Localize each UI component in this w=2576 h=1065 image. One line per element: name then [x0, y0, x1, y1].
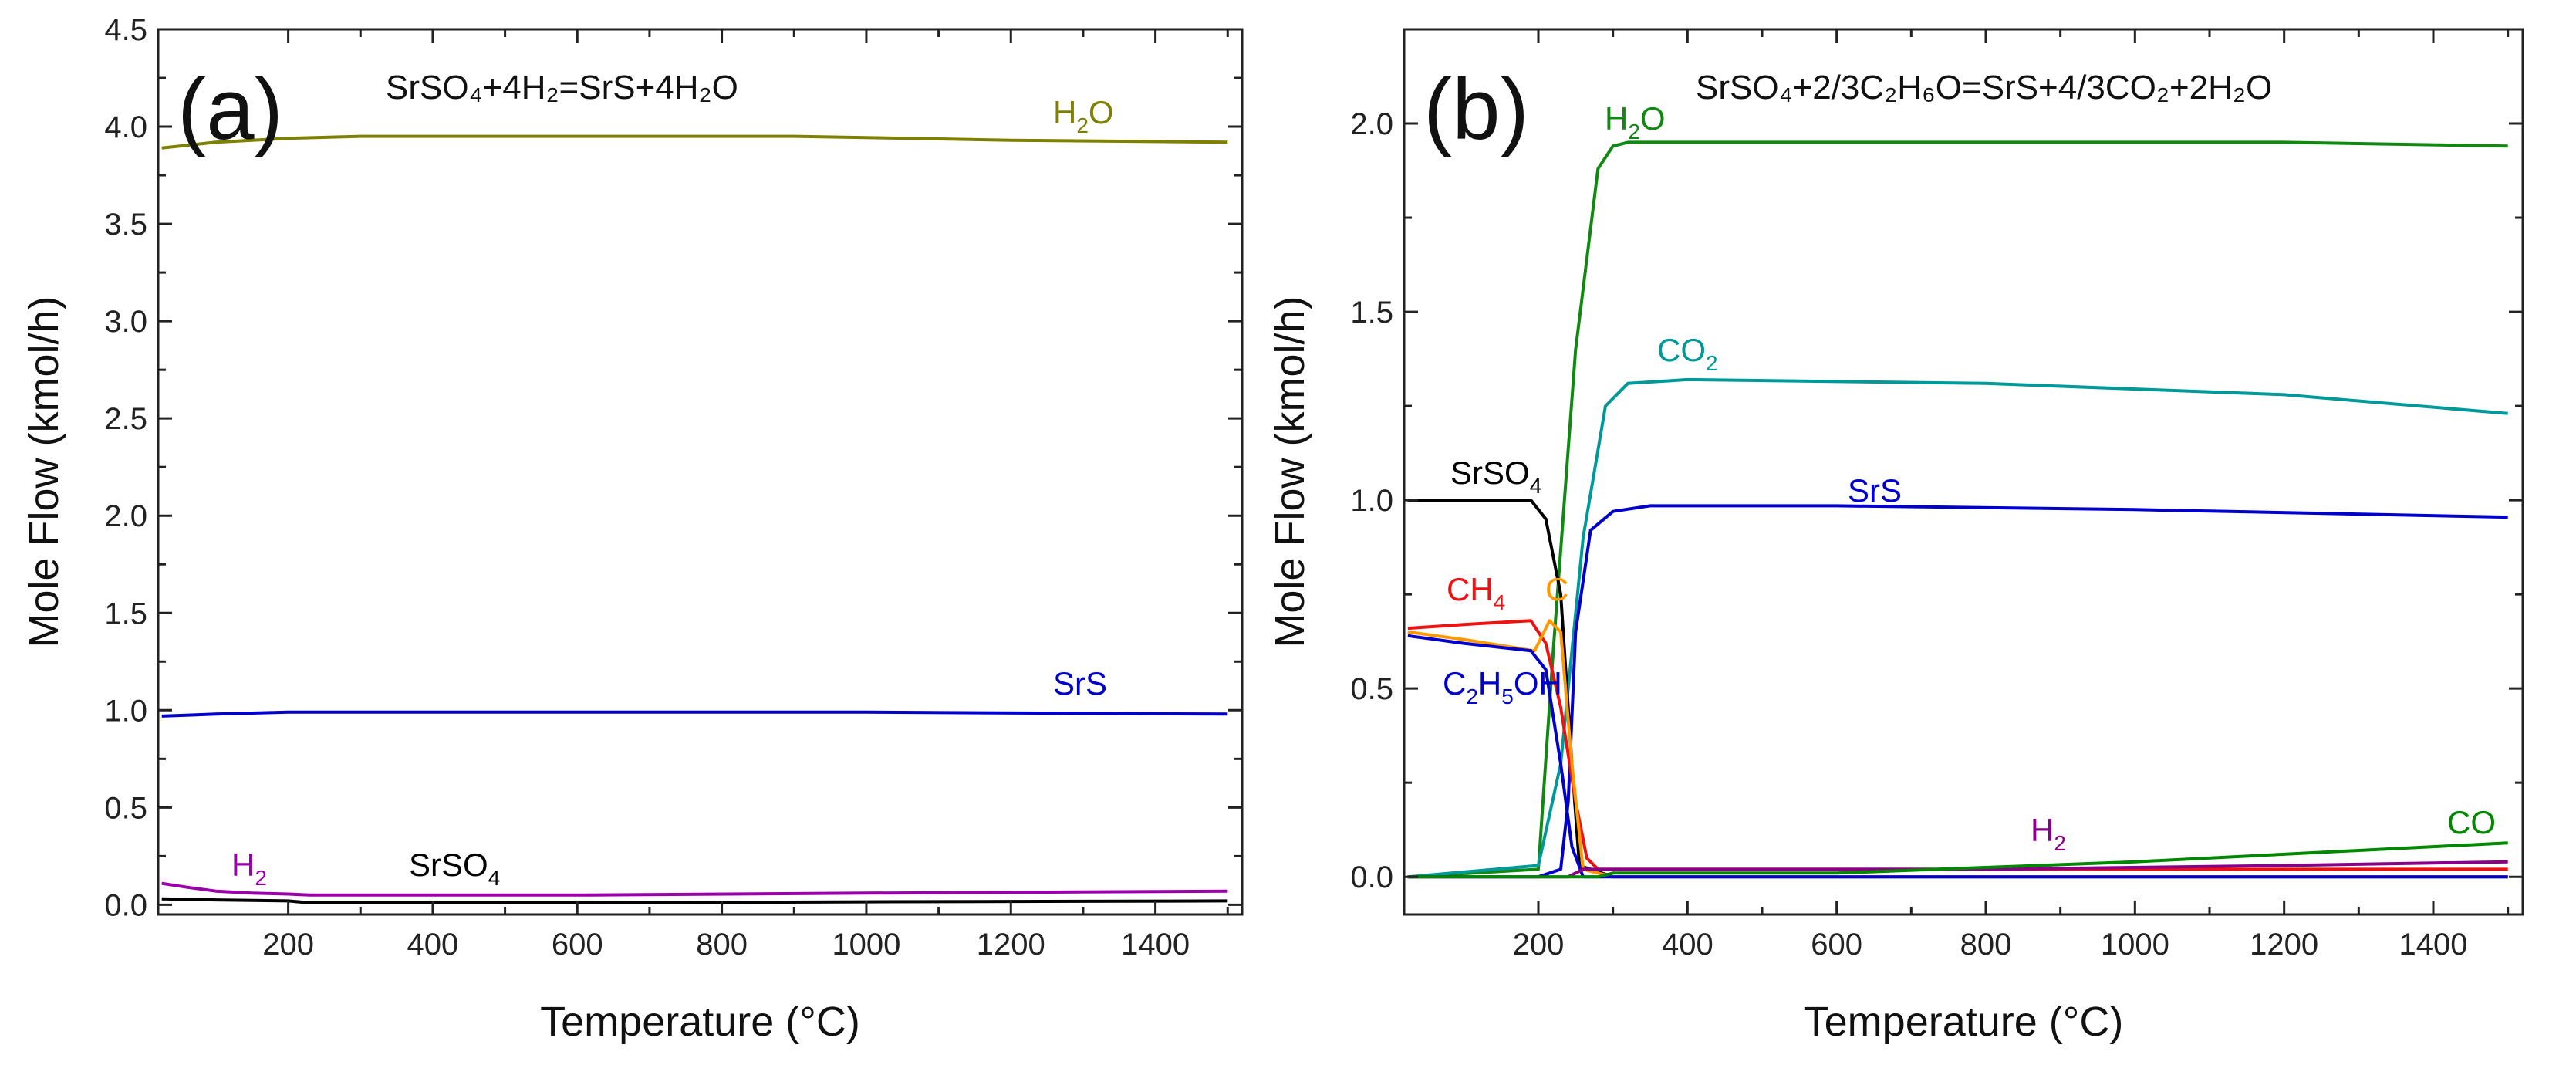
x-tick-label: 200	[1513, 928, 1565, 962]
series-label-H₂: H2	[2031, 812, 2066, 855]
y-tick-label: 0.0	[104, 888, 147, 922]
panel-b: 200 400 600 800 1000 1200 1400 0.0 0.5 1.0 1.5 2.0 T…	[1267, 28, 2524, 1045]
series-line-H₂O	[161, 134, 1228, 150]
series-line-C	[1407, 619, 2508, 879]
y-axis-title: Mole Flow (kmol/h)	[1267, 296, 1313, 647]
panel-a: 200 400 600 800 1000 1200 1400 0.0 0.5 1.0 1.5 2.0 2…	[21, 13, 1244, 1045]
x-tick-label: 800	[1960, 928, 2012, 962]
x-tick-label: 400	[1662, 928, 1713, 962]
x-tick-label: 400	[407, 928, 459, 962]
y-tick-label: 3.0	[104, 305, 147, 339]
series-label-SrS: SrS	[1053, 665, 1107, 702]
plot-frame	[157, 28, 1244, 916]
y-axis-title: Mole Flow (kmol/h)	[21, 296, 67, 647]
x-tick-label: 1400	[2399, 928, 2468, 962]
reaction-equation: SrSO₄+4H₂=SrS+4H₂O	[386, 69, 738, 106]
series-label-CH₄: CH4	[1447, 571, 1505, 614]
series-label-CO: CO	[2447, 804, 2496, 840]
series-label-H₂: H2	[231, 847, 267, 890]
series-label-C₂H₅OH: C2H5OH	[1443, 665, 1562, 708]
y-tick-label: 3.5	[104, 208, 147, 242]
plot-frame	[1403, 28, 2524, 916]
series-line-SrSO₄	[161, 897, 1228, 904]
series-label-H₂O: H2O	[1605, 100, 1666, 144]
y-tick-label: 1.0	[1350, 484, 1393, 518]
x-tick-label: 800	[696, 928, 748, 962]
y-tick-label: 2.5	[104, 402, 147, 436]
y-tick-label: 1.0	[104, 694, 147, 728]
y-tick-label: 0.0	[1350, 860, 1393, 894]
panel-letter: (a)	[177, 61, 283, 157]
series-line-CH₄	[1407, 619, 2508, 871]
x-tick-label: 1200	[2250, 928, 2318, 962]
y-tick-label: 4.5	[104, 13, 147, 47]
y-tick-label: 0.5	[1350, 672, 1393, 706]
x-tick-label: 1000	[2101, 928, 2169, 962]
y-tick-label: 0.5	[104, 791, 147, 825]
series-label-SrS: SrS	[1848, 472, 1902, 509]
x-tick-label: 1400	[1121, 928, 1190, 962]
series-line-SrS	[161, 710, 1228, 718]
series-line-CO	[1407, 841, 2508, 879]
x-tick-label: 200	[262, 928, 314, 962]
y-tick-label: 1.5	[1350, 296, 1393, 330]
reaction-equation: SrSO₄+2/3C₂H₆O=SrS+4/3CO₂+2H₂O	[1696, 69, 2272, 106]
y-tick-label: 2.0	[104, 499, 147, 533]
series-label-C: C	[1545, 571, 1568, 607]
y-tick-label: 4.0	[104, 110, 147, 144]
x-axis-title: Temperature (°C)	[1804, 999, 2124, 1045]
x-tick-label: 1200	[977, 928, 1045, 962]
series-line-H₂O	[1407, 140, 2508, 879]
x-tick-label: 1000	[832, 928, 900, 962]
series-line-CO₂	[1407, 377, 2508, 879]
series-label-SrSO₄: SrSO4	[1450, 455, 1541, 498]
y-tick-label: 1.5	[104, 597, 147, 631]
series-label-SrSO₄: SrSO4	[409, 847, 500, 890]
panel-letter: (b)	[1423, 61, 1529, 157]
x-tick-label: 600	[552, 928, 603, 962]
x-axis-title: Temperature (°C)	[540, 999, 860, 1045]
series-label-CO₂: CO2	[1657, 332, 1718, 375]
x-tick-label: 600	[1811, 928, 1862, 962]
series-label-H₂O: H2O	[1053, 94, 1114, 137]
series-line-H₂	[161, 881, 1228, 897]
y-tick-label: 2.0	[1350, 107, 1393, 141]
series-line-SrS	[1407, 504, 2508, 879]
